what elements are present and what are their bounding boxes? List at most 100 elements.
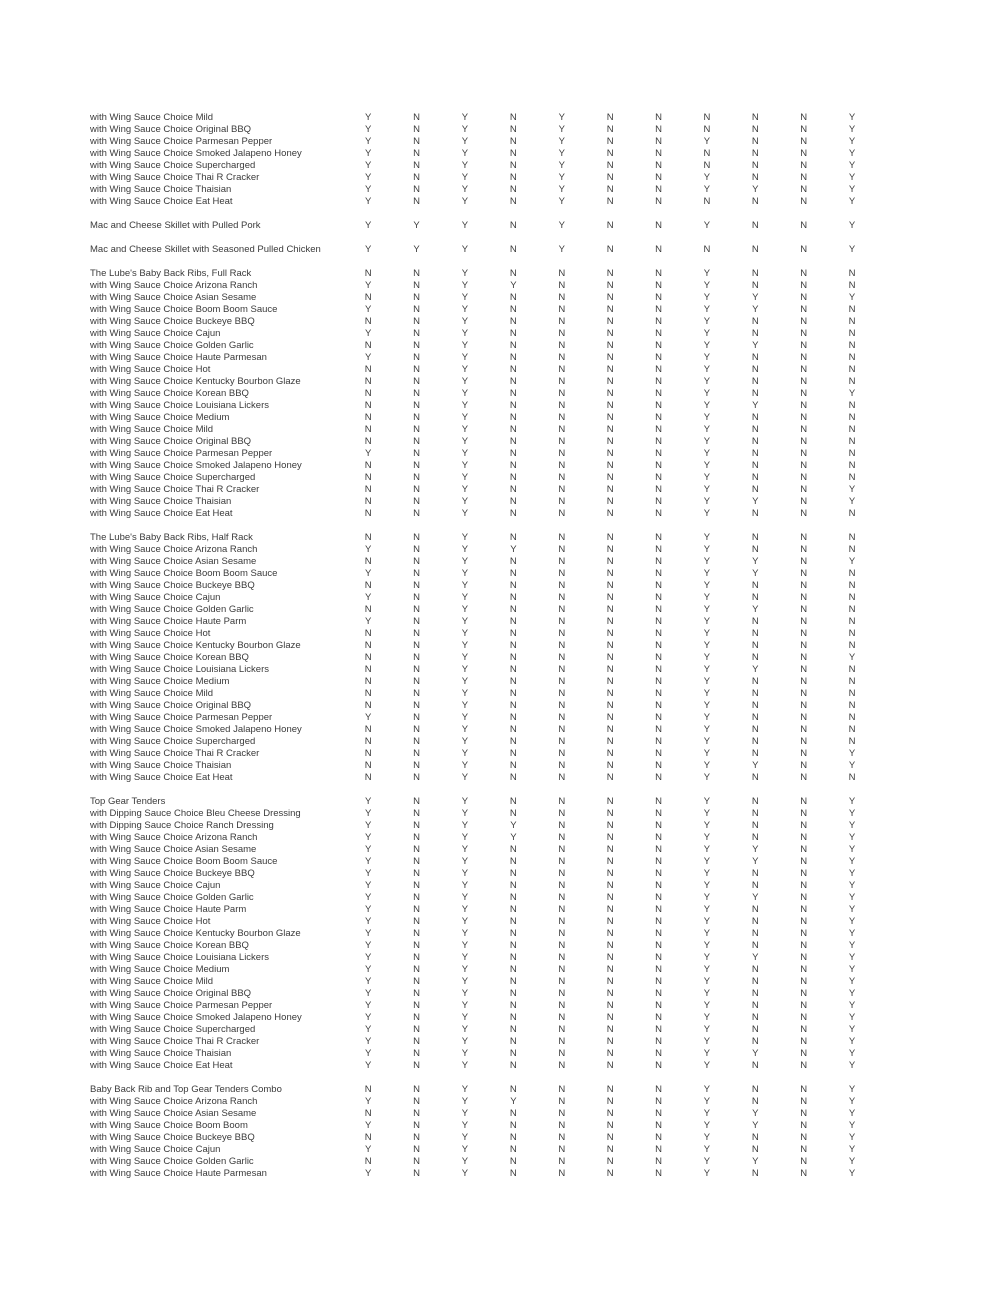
flag-cell: N [606, 1000, 614, 1011]
flag-cell: Y [848, 1024, 856, 1035]
table-row: with Wing Sauce Choice Haute Parmesan Y N Y… [0, 1168, 1000, 1180]
row-label: with Wing Sauce Choice Mild [90, 976, 214, 987]
flag-cell: Y [703, 136, 711, 147]
flag-cell: N [848, 580, 856, 591]
flag-cell: N [606, 820, 614, 831]
flag-cell: Y [365, 448, 372, 459]
flag-cell: N [655, 1036, 662, 1047]
table-row: with Wing Sauce Choice Mild Y N Y N Y N N N N N Y [0, 112, 1000, 124]
flag-cell: N [800, 244, 808, 255]
flag-cell: N [509, 1132, 517, 1143]
flag-cell: N [413, 1120, 421, 1131]
flag-cell: N [413, 664, 421, 675]
flag-cell: N [800, 484, 808, 495]
flag-cell: N [413, 148, 421, 159]
flag-cell: Y [752, 184, 759, 195]
flag-cell: N [509, 400, 517, 411]
flag-cell: N [655, 184, 662, 195]
flag-cell: Y [461, 244, 469, 255]
table-row: with Wing Sauce Choice Mild N N Y N N N N Y N N N [0, 688, 1000, 700]
flag-cell: N [558, 340, 566, 351]
table-row: with Wing Sauce Choice Arizona Ranch Y N Y Y… [0, 1096, 1000, 1108]
flag-cell: N [413, 184, 421, 195]
flag-cell: Y [461, 1060, 469, 1071]
flag-cell: Y [461, 952, 469, 963]
flag-cell: N [655, 712, 662, 723]
flag-cell: N [800, 220, 808, 231]
flag-cell: N [848, 712, 856, 723]
flag-cell: N [413, 628, 421, 639]
flag-cell: Y [703, 772, 711, 783]
flag-cell: N [848, 472, 856, 483]
table-row: with Wing Sauce Choice Buckeye BBQ N N Y N N N… [0, 316, 1000, 328]
flag-cell: N [655, 844, 662, 855]
flag-cell: N [606, 976, 614, 987]
flag-cell: N [509, 1144, 517, 1155]
flag-cell: N [800, 1000, 808, 1011]
flag-cell: Y [461, 1012, 469, 1023]
flag-cell: N [509, 244, 517, 255]
flag-cell: N [703, 244, 711, 255]
flag-cell: N [848, 400, 856, 411]
flag-cell: N [606, 184, 614, 195]
flag-cell: N [509, 316, 517, 327]
flag-cell: Y [461, 700, 469, 711]
table-row: with Wing Sauce Choice Eat Heat N N Y N N N N Y N… [0, 508, 1000, 520]
flag-cell: N [509, 604, 517, 615]
flag-cell: N [364, 1132, 372, 1143]
flag-cell: N [751, 748, 759, 759]
flag-cell: N [655, 244, 662, 255]
flag-cell: N [413, 412, 421, 423]
flag-cell: Y [461, 808, 469, 819]
flag-cell: N [655, 112, 662, 123]
flag-cell: Y [461, 448, 469, 459]
flag-cell: N [509, 448, 517, 459]
flag-cell: Y [848, 832, 856, 843]
flag-cell: N [509, 328, 517, 339]
flag-cell: N [655, 508, 662, 519]
flag-cell: Y [752, 496, 759, 507]
flag-cell: N [751, 964, 759, 975]
flag-cell: N [364, 664, 372, 675]
flag-cell: Y [703, 628, 711, 639]
flag-cell: N [606, 856, 614, 867]
flag-cell: N [751, 172, 759, 183]
flag-cell: Y [558, 244, 565, 255]
flag-cell: N [606, 172, 614, 183]
flag-cell: N [606, 712, 614, 723]
flag-cell: N [509, 904, 517, 915]
row-label: with Wing Sauce Choice Haute Parm [90, 904, 247, 915]
flag-cell: Y [848, 160, 856, 171]
flag-cell: N [751, 484, 759, 495]
flag-cell: Y [703, 952, 711, 963]
flag-cell: Y [365, 988, 372, 999]
row-label: with Wing Sauce Choice Smoked Jalapeno H… [90, 460, 302, 471]
flag-cell: Y [461, 988, 469, 999]
flag-cell: N [558, 1000, 566, 1011]
row-label: with Wing Sauce Choice Buckeye BBQ [90, 868, 255, 879]
flag-cell: N [655, 1048, 662, 1059]
flag-cell: Y [703, 280, 711, 291]
flag-cell: N [364, 340, 372, 351]
flag-cell: N [509, 700, 517, 711]
flag-cell: Y [365, 1168, 372, 1179]
flag-cell: N [364, 640, 372, 651]
flag-cell: Y [461, 1144, 469, 1155]
flag-cell: Y [752, 760, 759, 771]
flag-cell: Y [461, 124, 469, 135]
flag-cell: N [509, 628, 517, 639]
flag-cell: Y [703, 1132, 711, 1143]
flag-cell: N [558, 364, 566, 375]
row-label: with Wing Sauce Choice Arizona Ranch [90, 832, 258, 843]
table-row: with Wing Sauce Choice Smoked Jalapeno H… [0, 148, 1000, 160]
flag-cell: N [509, 712, 517, 723]
flag-cell: N [655, 1024, 662, 1035]
flag-cell: N [413, 964, 421, 975]
flag-cell: N [655, 304, 662, 315]
flag-cell: Y [703, 1084, 711, 1095]
flag-cell: N [606, 628, 614, 639]
flag-cell: N [509, 496, 517, 507]
flag-cell: Y [703, 1048, 711, 1059]
row-label: with Wing Sauce Choice Supercharged [90, 1024, 256, 1035]
flag-cell: Y [365, 1144, 372, 1155]
